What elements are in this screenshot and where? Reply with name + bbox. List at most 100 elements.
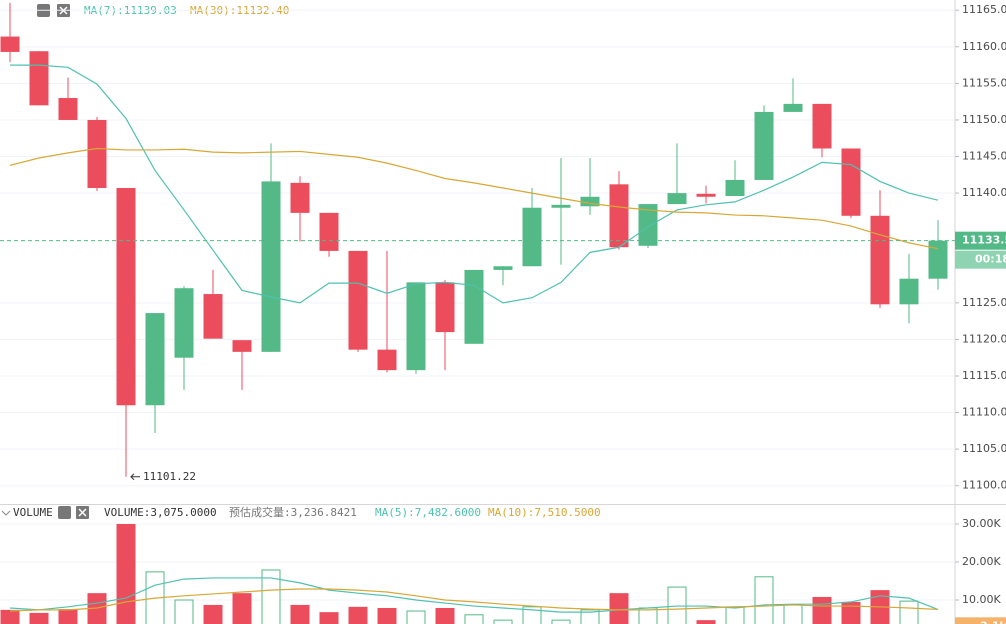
y-tick-label: 11115.00	[962, 369, 1006, 382]
volume-bar	[116, 524, 136, 624]
volume-bar	[232, 593, 252, 624]
volume-bar	[812, 596, 832, 624]
legend-ma5: MA(5):7,482.6000	[375, 506, 481, 519]
volume-bar	[174, 599, 194, 624]
annotation-arrow	[130, 473, 140, 481]
settings-icon[interactable]	[58, 506, 71, 519]
volume-bar	[58, 609, 78, 624]
volume-bar	[290, 604, 310, 624]
candle-body	[290, 182, 310, 213]
volume-bar	[899, 600, 919, 624]
y-tick-label: 11145.00	[962, 150, 1006, 163]
price-pane: 11101.22	[0, 2, 955, 487]
candle-body	[319, 212, 339, 251]
y-tick-label: 11165.00	[962, 3, 1006, 16]
volume-bar	[319, 612, 339, 624]
candle-body	[754, 111, 774, 180]
candle-body	[348, 250, 368, 350]
y-tick-label: 11155.00	[962, 76, 1006, 89]
candle-body	[493, 266, 513, 270]
candle-body	[58, 98, 78, 120]
ma-line	[9, 577, 939, 613]
candle-body	[696, 193, 716, 197]
y-tick-label: 20.00K	[962, 555, 1001, 568]
candle-body	[406, 282, 426, 371]
y-tick-label: 11100.00	[962, 479, 1006, 492]
candle-body	[232, 340, 252, 352]
y-tick-label: 10.00K	[962, 593, 1001, 606]
volume-bar	[841, 601, 861, 624]
volume-bar	[0, 609, 20, 624]
candle-body	[116, 187, 136, 406]
volume-bar	[783, 604, 803, 624]
legend-ma10: MA(10):7,510.5000	[488, 506, 601, 519]
low-annotation: 11101.22	[143, 470, 196, 483]
volume-bar	[261, 569, 281, 624]
current-volume-box	[955, 617, 1006, 624]
volume-info: VOLUME:3,075.0000	[104, 506, 217, 519]
collapse-icon[interactable]	[1, 510, 11, 516]
candle-body	[870, 215, 890, 305]
volume-bar	[522, 606, 542, 624]
volume-bar	[464, 614, 484, 624]
volume-bar	[377, 607, 397, 624]
candle-body	[783, 103, 803, 112]
candle-body	[0, 36, 20, 52]
close-cross	[78, 508, 87, 517]
volume-bar	[754, 576, 774, 624]
candle-body	[522, 207, 542, 267]
countdown-label: 00:18	[975, 253, 1006, 266]
candle-body	[667, 193, 687, 205]
countdown-box	[955, 250, 1006, 269]
y-tick-label: 11140.00	[962, 186, 1006, 199]
volume-bar	[696, 620, 716, 624]
volume-bar	[203, 604, 223, 624]
candle-body	[812, 103, 832, 149]
ma-line	[10, 64, 939, 304]
candle-body	[580, 196, 600, 207]
ma-line	[9, 147, 939, 250]
volume-estimate: 预估成交量:3,236.8421	[229, 505, 357, 519]
y-tick-label: 11110.00	[962, 406, 1006, 419]
candle-body	[464, 269, 484, 344]
y-tick-label: 11105.00	[962, 442, 1006, 455]
current-price-box	[955, 231, 1006, 250]
y-tick-label: 11150.00	[962, 113, 1006, 126]
candle-body	[203, 294, 223, 339]
volume-bar	[406, 610, 426, 624]
volume-bar	[348, 606, 368, 624]
y-tick-label: 11160.00	[962, 40, 1006, 53]
candle-body	[551, 204, 571, 208]
volume-bar	[609, 593, 629, 624]
candle-body	[145, 313, 165, 406]
candle-body	[377, 349, 397, 371]
candle-body	[841, 148, 861, 216]
candle-body	[87, 119, 107, 188]
current-volume-label: 3.1k	[980, 619, 1006, 624]
volume-bar	[29, 612, 49, 624]
y-tick-label: 30.00K	[962, 517, 1001, 530]
y-tick-label: 11120.00	[962, 332, 1006, 345]
volume-bar	[493, 619, 513, 624]
candle-body	[899, 278, 919, 305]
candle-body	[174, 288, 194, 358]
candle-body	[609, 184, 629, 248]
candle-body	[435, 282, 455, 333]
volume-bar	[725, 606, 745, 624]
y-tick-label: 11125.00	[962, 296, 1006, 309]
volume-bar	[551, 619, 571, 624]
volume-pane	[0, 523, 955, 624]
current-price-label: 11133.5	[962, 234, 1006, 247]
axis: 11165.00 11160.00 11155.00 11150.00 11145.00…	[955, 3, 1006, 624]
candle-body	[261, 181, 281, 352]
candle-body	[725, 179, 745, 197]
candle-body	[29, 51, 49, 106]
ma-line	[9, 588, 939, 612]
candle-body	[928, 240, 948, 279]
volume-title: VOLUME	[13, 506, 53, 519]
candle-body	[638, 204, 658, 246]
volume-bar	[435, 607, 455, 624]
